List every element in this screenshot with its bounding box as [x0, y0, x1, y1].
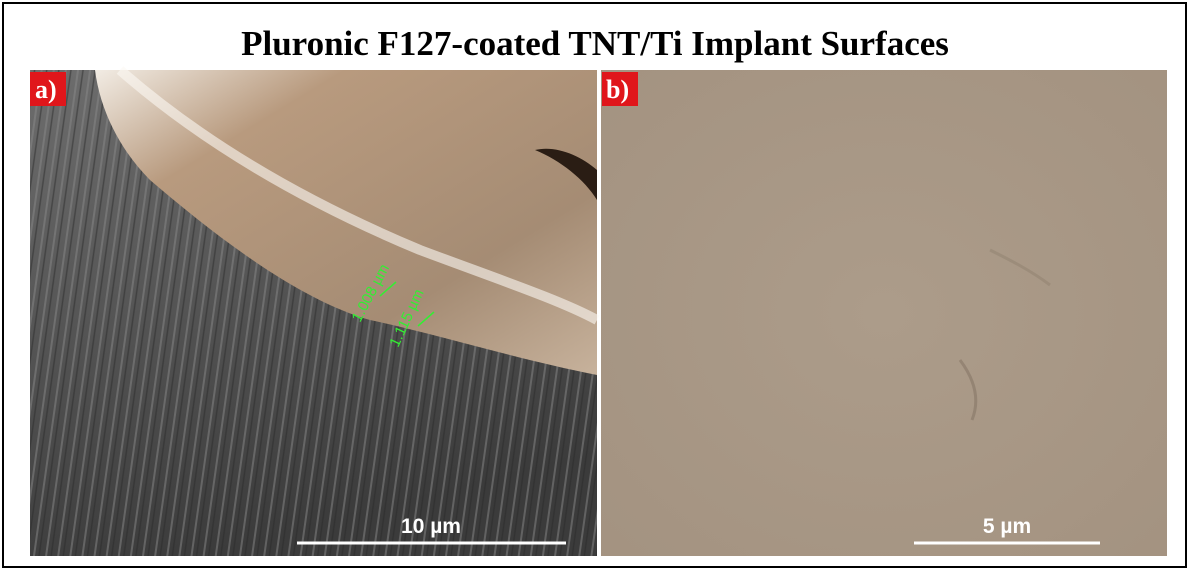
figure-title: Pluronic F127-coated TNT/Ti Implant Surf…	[241, 24, 949, 63]
panel-a: a) 1.008 µm 1.115 µm 10 µm	[30, 70, 597, 556]
panel-label: b)	[606, 75, 629, 104]
sem-image	[601, 70, 1167, 556]
scale-bar-label: 10 µm	[401, 515, 461, 538]
panel-label: a)	[35, 75, 57, 104]
panel-b: b) 5 µm	[601, 70, 1167, 556]
scale-bar-label: 5 µm	[983, 515, 1031, 538]
figure: Pluronic F127-coated TNT/Ti Implant Surf…	[0, 0, 1190, 571]
